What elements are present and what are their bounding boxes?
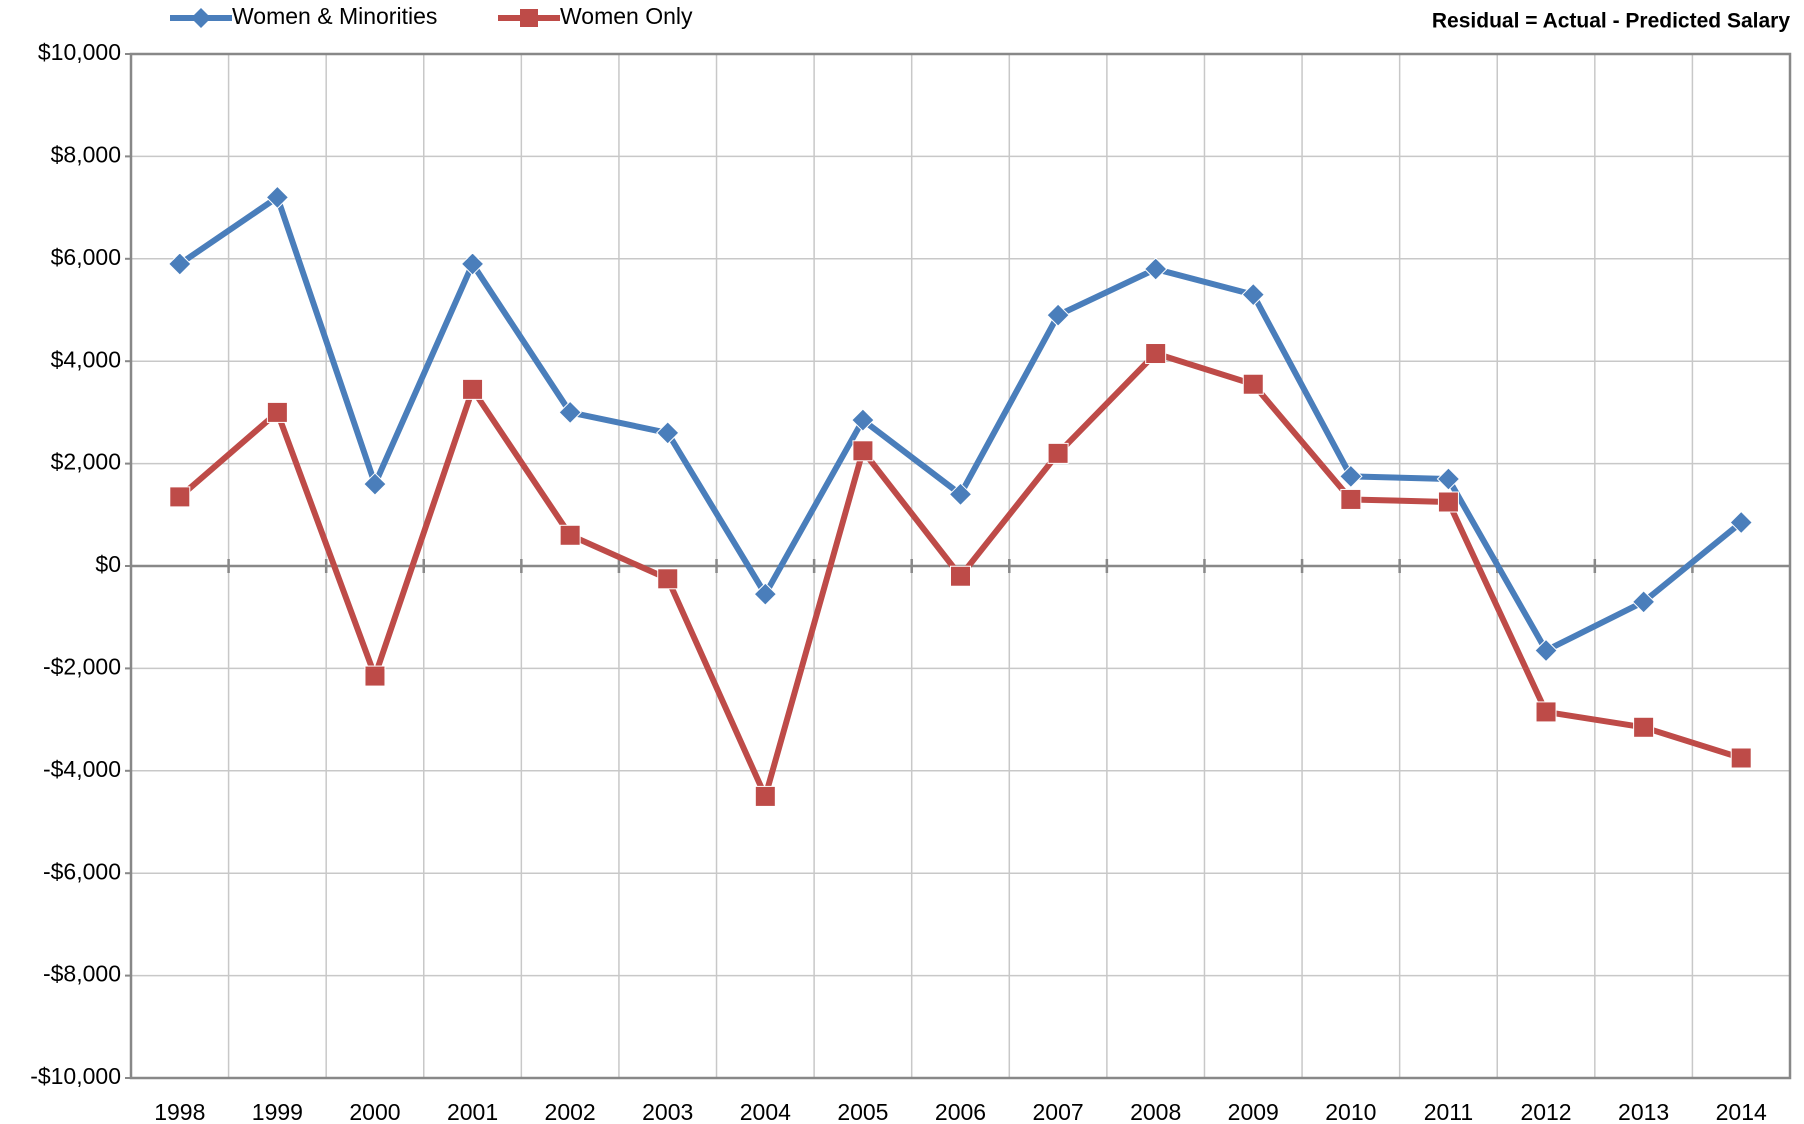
x-tick-label: 2007 (1033, 1099, 1084, 1124)
y-tick-label: -$4,000 (43, 756, 121, 782)
point (1143, 257, 1168, 281)
x-tick-label: 2012 (1520, 1099, 1571, 1124)
x-tick-label: 2010 (1325, 1099, 1376, 1124)
point (1340, 488, 1362, 510)
point (1730, 747, 1752, 769)
point (1241, 282, 1265, 307)
plot-frame (129, 52, 1792, 1080)
legend-marker (191, 8, 211, 28)
point (1047, 442, 1069, 464)
point (950, 565, 971, 587)
y-tick-label: -$8,000 (43, 961, 121, 987)
point (1242, 373, 1264, 395)
y-tick-label: $2,000 (51, 449, 121, 475)
y-tick-label: -$2,000 (43, 653, 121, 679)
point (559, 524, 581, 546)
x-tick-label: 2009 (1228, 1099, 1279, 1124)
x-tick-label: 2003 (642, 1099, 693, 1124)
x-tick-label: 2008 (1130, 1099, 1181, 1124)
point (656, 421, 680, 445)
point (1729, 510, 1753, 535)
point (1534, 638, 1558, 663)
x-tick-label: 2001 (447, 1099, 498, 1124)
x-tick-label: 1999 (252, 1099, 303, 1124)
point (168, 252, 192, 276)
point (754, 785, 776, 807)
annotation: Residual = Actual - Predicted Salary (1432, 10, 1790, 33)
point (266, 401, 288, 423)
point (657, 568, 679, 590)
point (363, 472, 387, 496)
x-tick-label: 2013 (1618, 1099, 1669, 1124)
x-tick-label: 2011 (1424, 1099, 1473, 1124)
y-tick-label: $0 (95, 551, 121, 577)
point (1535, 701, 1557, 723)
legend-label: Women Only (560, 3, 693, 29)
y-tick-label: -$6,000 (43, 858, 121, 884)
legend-label: Women & Minorities (232, 3, 437, 29)
point (460, 252, 485, 276)
point (1339, 464, 1363, 489)
y-tick-label: $8,000 (51, 141, 121, 167)
point (558, 400, 582, 425)
x-tick-label: 2002 (545, 1099, 596, 1124)
legend-marker (520, 9, 538, 27)
y-tick-label: -$10,000 (30, 1063, 121, 1089)
point (753, 582, 778, 606)
point (1436, 467, 1461, 491)
x-tick-label: 2000 (349, 1099, 400, 1124)
point (1046, 303, 1070, 327)
point (852, 440, 874, 462)
y-tick-label: $4,000 (51, 346, 121, 372)
point (851, 408, 875, 432)
point (462, 378, 484, 400)
point (1437, 491, 1459, 513)
point (1145, 343, 1167, 365)
point (169, 486, 191, 508)
x-tick-label: 2005 (837, 1099, 888, 1124)
point (1633, 716, 1655, 738)
x-tick-label: 2004 (740, 1099, 791, 1124)
x-tick-label: 2006 (935, 1099, 986, 1124)
point (364, 665, 386, 687)
y-tick-label: $6,000 (51, 244, 121, 270)
point (1631, 590, 1656, 614)
x-tick-label: 1998 (154, 1099, 205, 1124)
x-tick-label: 2014 (1716, 1099, 1767, 1124)
y-tick-label: $10,000 (38, 39, 121, 65)
point (265, 185, 290, 210)
point (948, 482, 973, 507)
